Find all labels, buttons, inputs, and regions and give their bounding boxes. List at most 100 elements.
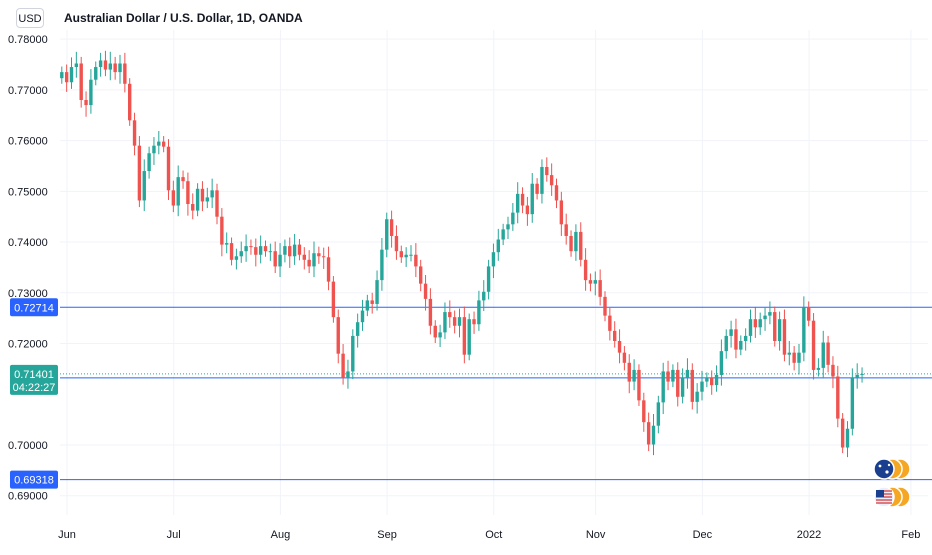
candle-body [724, 335, 728, 352]
y-tick-label: 0.74000 [8, 237, 48, 249]
candle-body [516, 193, 520, 213]
candle-body [239, 251, 243, 257]
candle-body [486, 266, 491, 292]
flag-star [885, 470, 889, 474]
candle-body [613, 330, 617, 341]
candle-body [729, 329, 733, 336]
candle-body [763, 315, 767, 320]
candle-body [351, 335, 355, 372]
flag-canton [876, 490, 884, 497]
candle-body [283, 246, 287, 255]
candle-body [234, 256, 239, 260]
x-tick-label: 2022 [797, 529, 821, 541]
flag-star [887, 463, 891, 467]
y-tick-label: 0.73000 [8, 288, 48, 300]
candle-body [152, 145, 156, 154]
horizontal-lines[interactable] [60, 306, 932, 481]
candle-body [229, 243, 234, 260]
y-tick-label: 0.78000 [8, 34, 48, 46]
candle-body [700, 381, 704, 392]
last-price-label: 0.71401 [14, 369, 54, 381]
candle-body [637, 369, 641, 401]
candle-body [530, 183, 534, 215]
candle-body [128, 83, 132, 121]
candle-body [831, 364, 835, 377]
candle-body [807, 306, 811, 321]
candle-body [545, 166, 549, 176]
y-tick-label: 0.70000 [8, 440, 48, 452]
event-icons[interactable] [873, 458, 911, 508]
candle-body [816, 367, 821, 370]
candle-body [583, 259, 588, 281]
candle-body [288, 246, 292, 257]
candle-body [661, 371, 665, 403]
candle-body [355, 322, 360, 336]
candle-body [312, 253, 316, 267]
candle-body [511, 212, 515, 225]
candle-body [60, 72, 64, 79]
candle-body [821, 342, 825, 368]
candle-body [836, 376, 840, 419]
candle-body [200, 188, 205, 202]
candle-body [782, 319, 787, 355]
candle-body [297, 244, 302, 255]
x-tick-label: Jul [167, 529, 181, 541]
candle-body [394, 235, 399, 252]
candle-body [588, 280, 593, 284]
australia-flag-badge[interactable] [873, 458, 911, 480]
last-price-badge[interactable] [10, 364, 58, 395]
candle-body [656, 402, 661, 426]
candle-body [685, 369, 690, 379]
candle-body [166, 146, 171, 191]
candle-body [419, 266, 423, 284]
x-tick-label: Nov [586, 529, 606, 541]
candle-body [617, 340, 622, 353]
candle-body [399, 251, 403, 258]
price-badge[interactable] [10, 298, 58, 317]
candle-body [797, 352, 801, 363]
candle-body [758, 319, 762, 328]
candle-body [860, 373, 864, 375]
candle-body [666, 371, 670, 382]
candle-body [123, 63, 127, 84]
currency-button[interactable]: USD [16, 8, 44, 28]
candle-body [491, 252, 496, 267]
candle-body [385, 219, 389, 250]
candle-body [714, 374, 719, 386]
us-flag-badge[interactable] [873, 486, 911, 508]
candle-body [132, 120, 137, 146]
candle-body [739, 340, 743, 350]
price-badge[interactable] [10, 470, 58, 489]
candle-body [676, 369, 680, 397]
candle-body [147, 153, 151, 172]
candle-body [845, 428, 850, 448]
candle-body [258, 246, 263, 255]
candle-body [559, 200, 564, 225]
candle-body [341, 353, 345, 379]
x-tick-label: Sep [377, 529, 397, 541]
candle-body [855, 374, 859, 379]
candle-body [113, 63, 117, 73]
candle-body [773, 312, 777, 341]
candle-body [380, 249, 384, 281]
candle-body [409, 254, 413, 256]
chart-title: Australian Dollar / U.S. Dollar, 1D, OAN… [64, 11, 303, 25]
candle-body [74, 63, 79, 68]
candle-body [671, 369, 675, 382]
candle-body [268, 251, 273, 253]
candle-body [161, 141, 166, 147]
candle-body [467, 319, 471, 355]
candle-body [535, 183, 539, 194]
candle-body [307, 259, 311, 267]
candle-body [651, 425, 656, 445]
candle-body [414, 254, 418, 267]
candle-body [603, 296, 607, 316]
price-badge-label: 0.69318 [14, 475, 54, 487]
candle-body [438, 332, 442, 338]
candle-body [98, 60, 103, 68]
candle-body [632, 369, 636, 382]
candle-body [710, 378, 714, 386]
